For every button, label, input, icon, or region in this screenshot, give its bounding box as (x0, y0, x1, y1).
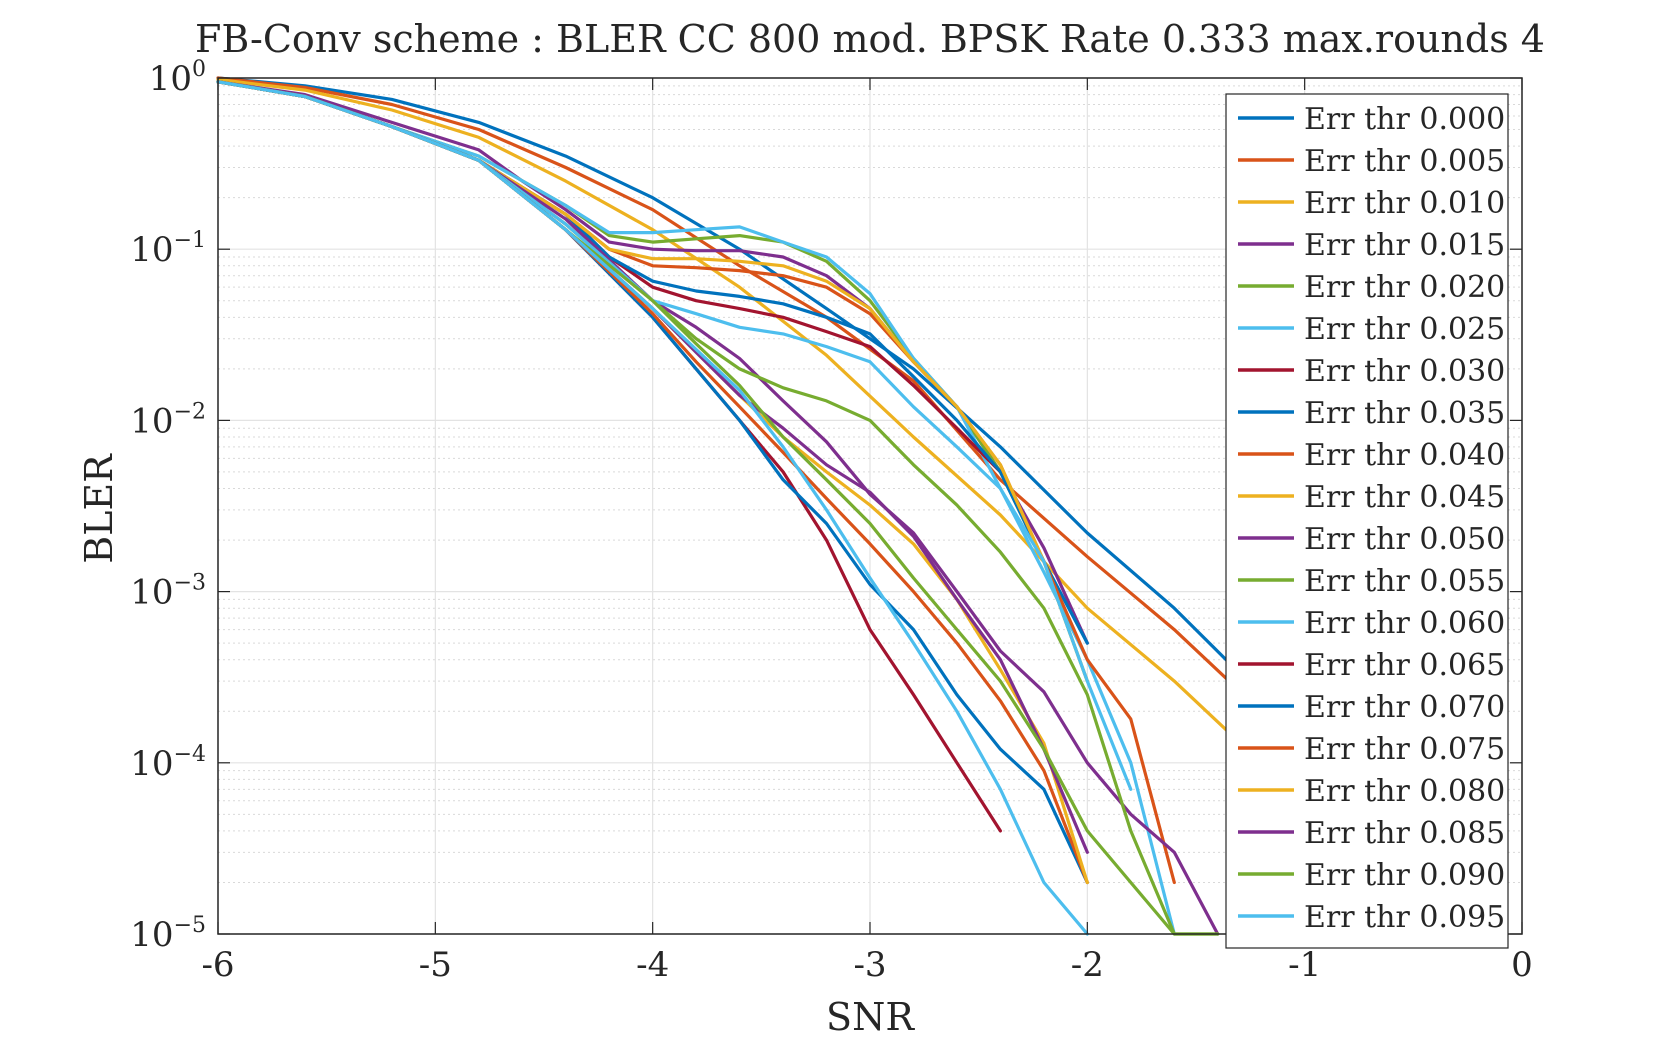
legend-label: Err thr 0.035 (1304, 396, 1505, 431)
legend-label: Err thr 0.090 (1304, 858, 1505, 893)
y-tick-label: 100 (149, 57, 206, 99)
legend-label: Err thr 0.010 (1304, 186, 1505, 221)
x-tick-label: -1 (1288, 945, 1321, 985)
legend: Err thr 0.000 Err thr 0.005 Err thr 0.010 E… (1225, 93, 1509, 949)
legend-label: Err thr 0.050 (1304, 522, 1505, 557)
x-axis-label: SNR (826, 995, 915, 1039)
legend-label: Err thr 0.020 (1304, 270, 1505, 305)
y-tick-label: 10−3 (130, 571, 206, 613)
y-tick-labels: 100 10−1 10−2 10−3 10−4 10−5 (130, 57, 206, 955)
legend-label: Err thr 0.055 (1304, 564, 1505, 599)
series-line-1 (216, 76, 1263, 713)
legend-label: Err thr 0.075 (1304, 732, 1505, 767)
y-tick-label: 10−5 (130, 913, 206, 955)
plot-series (216, 76, 1263, 936)
series-line-19 (216, 80, 1089, 936)
chart-title: FB-Conv scheme : BLER CC 800 mod. BPSK R… (195, 17, 1545, 61)
legend-label: Err thr 0.045 (1304, 480, 1505, 515)
legend-label: Err thr 0.015 (1304, 228, 1505, 263)
legend-label: Err thr 0.005 (1304, 144, 1505, 179)
x-tick-label: 0 (1511, 945, 1533, 985)
x-tick-label: -5 (419, 945, 452, 985)
legend-label: Err thr 0.025 (1304, 312, 1505, 347)
series-line-2 (216, 77, 1263, 765)
legend-label: Err thr 0.030 (1304, 354, 1505, 389)
y-axis-label: BLER (77, 453, 121, 564)
legend-label: Err thr 0.040 (1304, 438, 1505, 473)
x-tick-label: -4 (636, 945, 669, 985)
y-tick-label: 10−1 (130, 228, 206, 270)
legend-label: Err thr 0.000 (1304, 102, 1505, 137)
x-tick-label: -6 (201, 945, 234, 985)
legend-label: Err thr 0.070 (1304, 690, 1505, 725)
x-tick-label: -3 (853, 945, 886, 985)
legend-label: Err thr 0.095 (1304, 900, 1505, 935)
y-tick-label: 10−2 (130, 399, 206, 441)
series-line-5 (216, 80, 1176, 936)
x-tick-label: -2 (1071, 945, 1104, 985)
legend-label: Err thr 0.060 (1304, 606, 1505, 641)
legend-label: Err thr 0.085 (1304, 816, 1505, 851)
legend-label: Err thr 0.080 (1304, 774, 1505, 809)
x-tick-labels: -6 -5 -4 -3 -2 -1 0 (201, 945, 1532, 985)
y-tick-label: 10−4 (130, 742, 206, 784)
legend-label: Err thr 0.065 (1304, 648, 1505, 683)
legend-box (1225, 93, 1509, 949)
